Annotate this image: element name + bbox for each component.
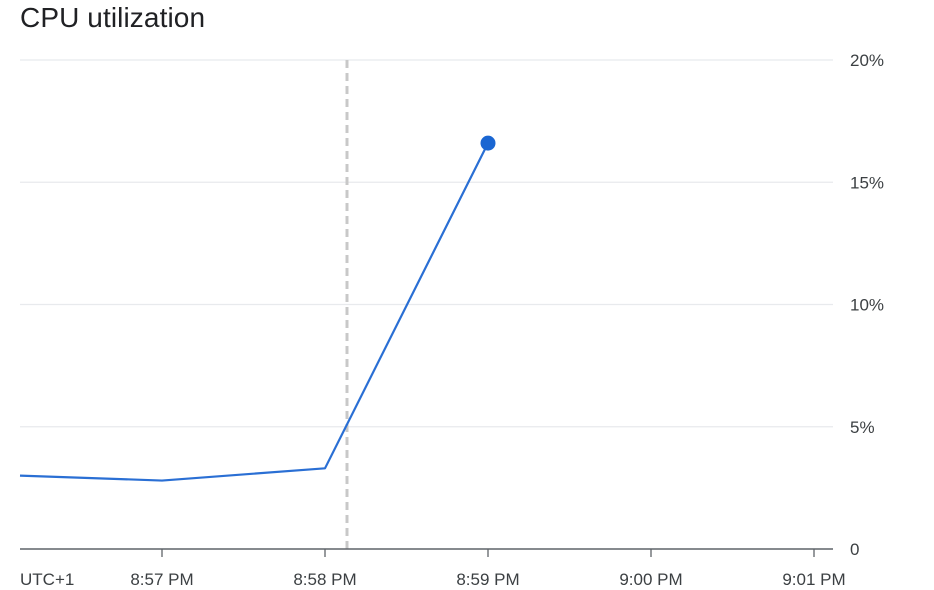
x-tick-label: 8:58 PM xyxy=(293,570,356,589)
x-tick-label: 8:57 PM xyxy=(130,570,193,589)
x-tick-label: 9:01 PM xyxy=(782,570,845,589)
y-tick-label: 5% xyxy=(850,418,875,437)
latest-point-marker[interactable] xyxy=(480,135,496,151)
y-tick-label: 15% xyxy=(850,173,884,192)
y-tick-label: 10% xyxy=(850,296,884,315)
x-tick-label: 8:59 PM xyxy=(456,570,519,589)
timezone-label: UTC+1 xyxy=(20,570,74,589)
x-tick-label: 9:00 PM xyxy=(619,570,682,589)
chart-title: CPU utilization xyxy=(20,2,206,33)
y-tick-label: 0 xyxy=(850,540,859,559)
y-tick-label: 20% xyxy=(850,51,884,70)
cpu-series-line xyxy=(19,142,489,482)
